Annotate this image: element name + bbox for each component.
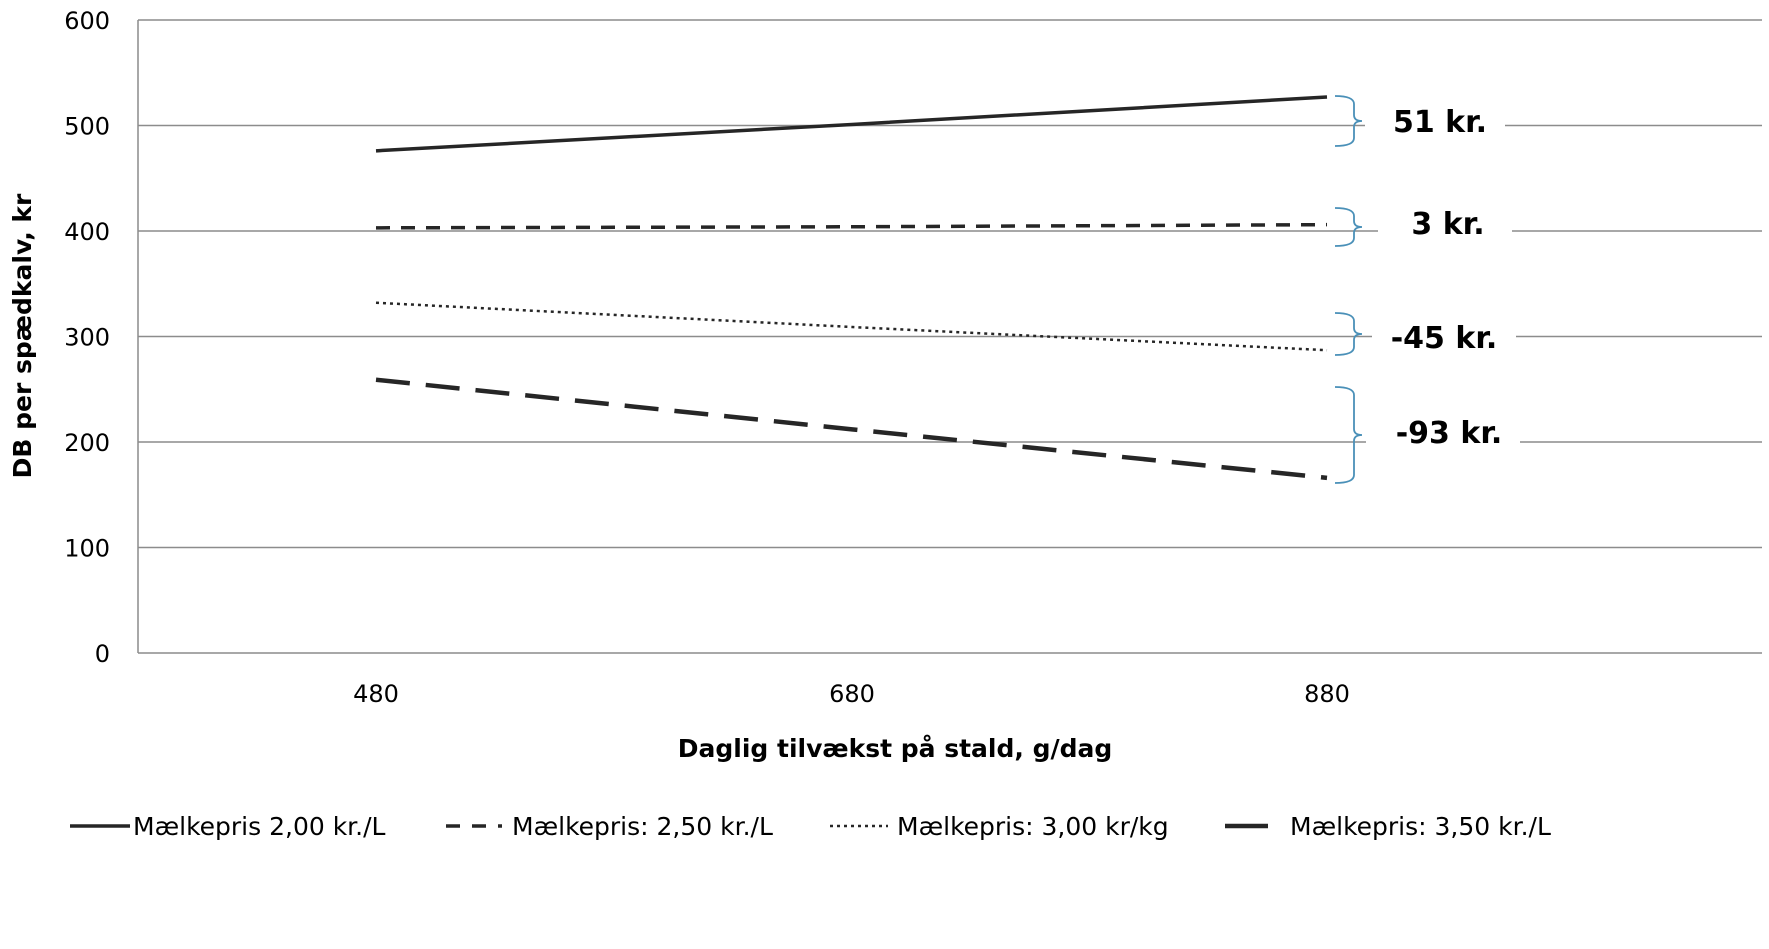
series-line bbox=[375, 301, 1328, 352]
series-line bbox=[375, 95, 1328, 153]
series-line bbox=[375, 222, 1328, 230]
x-tick-label: 880 bbox=[1304, 680, 1350, 708]
difference-annotations: 51 kr. 3 kr. -45 kr. -93 kr. bbox=[1334, 95, 1503, 484]
series-lines bbox=[375, 95, 1328, 481]
brace bbox=[1334, 207, 1363, 247]
difference-label: 51 kr. bbox=[1393, 105, 1487, 140]
brace bbox=[1334, 95, 1363, 147]
x-axis-title: Daglig tilvækst på stald, g/dag bbox=[678, 734, 1113, 763]
legend-label: Mælkepris: 3,00 kr/kg bbox=[897, 812, 1169, 841]
legend-label: Mælkepris: 3,50 kr./L bbox=[1290, 812, 1551, 841]
y-axis-title: DB per spædkalv, kr bbox=[8, 193, 37, 478]
y-tick-label: 600 bbox=[64, 7, 110, 35]
difference-label: 3 kr. bbox=[1411, 207, 1484, 242]
legend-label: Mælkepris 2,00 kr./L bbox=[133, 812, 386, 841]
legend-label: Mælkepris: 2,50 kr./L bbox=[512, 812, 773, 841]
brace bbox=[1334, 312, 1363, 356]
y-axis-ticks: 0 100 200 300 400 500 600 bbox=[64, 7, 110, 668]
y-tick-label: 100 bbox=[64, 535, 110, 563]
difference-label: -93 kr. bbox=[1396, 416, 1503, 451]
y-tick-label: 500 bbox=[64, 113, 110, 141]
series-line bbox=[375, 377, 1328, 481]
x-axis-ticks: 480 680 880 bbox=[353, 680, 1350, 708]
gridlines bbox=[138, 19, 1762, 654]
y-tick-label: 400 bbox=[64, 218, 110, 246]
y-tick-label: 0 bbox=[95, 640, 110, 668]
y-tick-label: 300 bbox=[64, 324, 110, 352]
x-tick-label: 480 bbox=[353, 680, 399, 708]
brace bbox=[1334, 386, 1363, 484]
x-tick-label: 680 bbox=[829, 680, 875, 708]
y-tick-label: 200 bbox=[64, 429, 110, 457]
legend: Mælkepris 2,00 kr./L Mælkepris: 2,50 kr./… bbox=[70, 812, 1551, 841]
difference-label: -45 kr. bbox=[1391, 321, 1498, 356]
